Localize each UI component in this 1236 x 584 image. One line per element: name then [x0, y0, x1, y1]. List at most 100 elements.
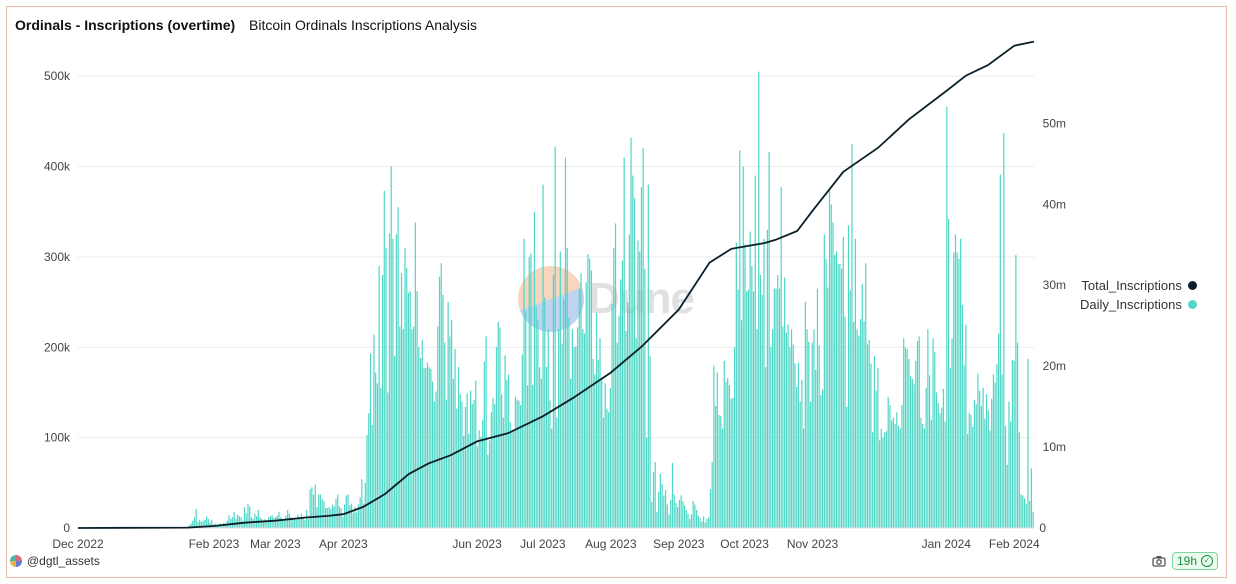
daily-bar: [927, 329, 929, 528]
daily-bar: [495, 347, 498, 528]
daily-bar: [697, 515, 699, 528]
daily-bar: [202, 520, 204, 528]
daily-bar: [471, 404, 473, 528]
daily-bar: [595, 312, 598, 528]
daily-bar: [637, 240, 639, 528]
daily-bar: [830, 204, 832, 529]
daily-bar: [715, 406, 717, 528]
author-name: @dgtl_assets: [27, 554, 100, 568]
refresh-badge-text: 19h: [1177, 554, 1198, 568]
daily-bar: [787, 324, 789, 528]
daily-bar: [664, 490, 667, 528]
daily-bar: [349, 505, 351, 528]
author-link[interactable]: @dgtl_assets: [10, 554, 100, 568]
daily-bar: [369, 353, 372, 528]
daily-bar: [335, 499, 337, 528]
daily-bar: [438, 276, 441, 528]
daily-bar: [884, 432, 886, 528]
daily-bar: [889, 405, 891, 528]
daily-bar: [582, 329, 584, 528]
daily-bar: [254, 513, 256, 528]
daily-bar: [463, 435, 465, 528]
daily-bar: [413, 326, 415, 528]
daily-bar: [704, 522, 706, 528]
daily-bar: [985, 394, 988, 528]
daily-bar: [314, 484, 316, 528]
daily-bar: [661, 483, 663, 528]
footer-actions: 19h ✓: [1152, 552, 1219, 570]
daily-bar: [209, 522, 211, 528]
daily-bar: [195, 509, 197, 528]
daily-bar: [706, 518, 708, 528]
daily-bar: [811, 342, 813, 528]
daily-bar: [193, 517, 196, 528]
y-right-tick-label: 10m: [1043, 440, 1066, 454]
daily-bar: [299, 517, 301, 528]
daily-bar: [951, 338, 953, 528]
daily-bar: [571, 329, 573, 528]
daily-bar: [756, 329, 758, 528]
daily-bar: [362, 503, 365, 528]
daily-bar: [861, 284, 863, 528]
daily-bar: [670, 499, 672, 528]
daily-bar: [295, 519, 297, 528]
daily-bar: [300, 513, 303, 528]
daily-bar: [285, 515, 287, 528]
daily-bar: [1006, 464, 1008, 528]
daily-bar: [293, 518, 296, 528]
daily-bar: [934, 351, 936, 528]
daily-bar: [557, 329, 560, 528]
y-right-tick-label: 0: [1039, 521, 1046, 535]
daily-bar: [344, 504, 346, 528]
daily-bar: [192, 520, 194, 528]
refresh-badge[interactable]: 19h ✓: [1172, 552, 1219, 570]
daily-bar: [804, 302, 806, 528]
daily-bar: [1018, 432, 1020, 528]
daily-bar: [752, 291, 755, 528]
daily-bar: [516, 399, 518, 528]
daily-bar: [733, 347, 736, 528]
daily-bar: [863, 321, 865, 528]
legend-item-total[interactable]: Total_Inscriptions: [1080, 276, 1197, 295]
daily-bar: [262, 520, 265, 528]
legend-item-daily[interactable]: Daily_Inscriptions: [1080, 295, 1197, 314]
daily-bar: [514, 396, 517, 528]
daily-bar: [777, 274, 779, 528]
daily-bar: [771, 329, 774, 528]
daily-bar: [671, 462, 674, 528]
daily-bar: [319, 494, 322, 528]
daily-bar: [328, 507, 330, 528]
daily-bar: [469, 390, 472, 528]
daily-bar: [784, 277, 786, 528]
daily-bar: [618, 315, 620, 528]
daily-bar: [426, 362, 429, 528]
daily-bar: [504, 355, 506, 528]
daily-bar: [190, 523, 192, 528]
daily-bar: [252, 518, 254, 528]
daily-bar: [801, 379, 803, 528]
daily-bar: [245, 513, 247, 528]
daily-bar: [261, 518, 263, 528]
daily-bar: [647, 184, 649, 528]
daily-bar: [243, 507, 246, 528]
daily-bar: [998, 333, 1000, 528]
daily-bar: [980, 406, 982, 528]
daily-bar: [549, 400, 551, 528]
daily-bar: [528, 256, 530, 528]
daily-bar: [483, 361, 485, 528]
legend-label-total: Total_Inscriptions: [1081, 278, 1182, 293]
check-icon: ✓: [1201, 555, 1214, 567]
daily-bar: [575, 346, 577, 528]
daily-bar: [987, 410, 989, 528]
daily-bar: [932, 338, 934, 528]
daily-bar: [1001, 374, 1003, 528]
daily-bar: [977, 373, 979, 528]
daily-bar: [915, 360, 917, 528]
daily-bar: [354, 507, 356, 528]
daily-bar: [306, 509, 308, 528]
daily-bar: [321, 499, 323, 528]
daily-bar: [274, 517, 277, 528]
camera-icon[interactable]: [1152, 554, 1166, 568]
daily-bar: [799, 401, 801, 528]
daily-bar: [525, 311, 527, 528]
